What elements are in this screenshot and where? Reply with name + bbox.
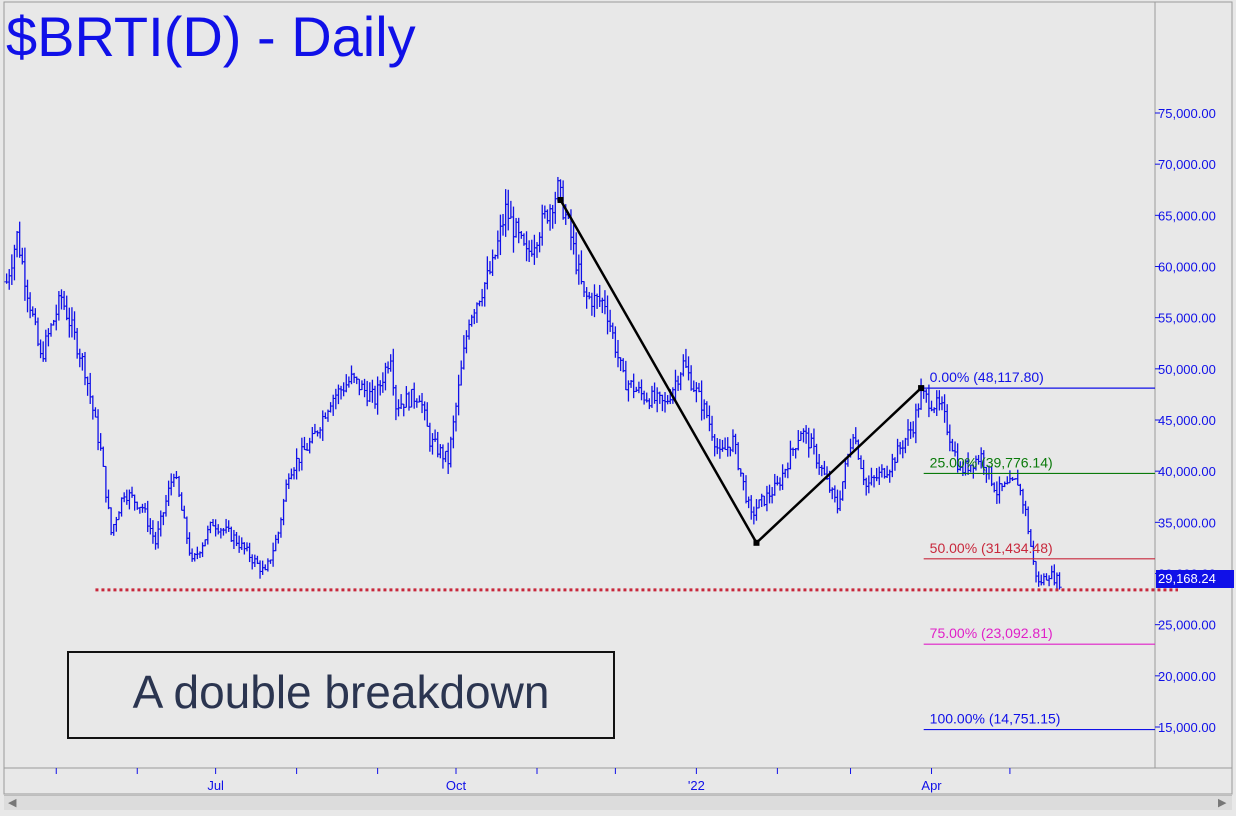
scroll-right-icon[interactable]: ▶ [1218, 797, 1227, 809]
pattern-pivot-marker [918, 385, 925, 392]
fib-level-label: 100.00% (14,751.15) [930, 711, 1061, 727]
annotation-text: A double breakdown [132, 666, 550, 718]
x-tick-label: '22 [688, 778, 705, 793]
fib-levels: 0.00% (48,117.80) 25.00% (39,776.14) 50.00… [923, 369, 1155, 731]
scroll-left-icon[interactable]: ◀ [8, 797, 17, 809]
fib-level-label: 0.00% (48,117.80) [930, 369, 1044, 385]
y-tick-label: 50,000.00 [1158, 362, 1216, 377]
y-tick-label: 75,000.00 [1158, 106, 1216, 121]
last-price-badge: 29,168.24 [1156, 570, 1234, 588]
annotation-box: A double breakdown [67, 651, 615, 739]
y-tick-label: 55,000.00 [1158, 311, 1216, 326]
y-tick-label: 25,000.00 [1158, 618, 1216, 633]
y-tick-label: 70,000.00 [1158, 157, 1216, 172]
y-tick-label: 15,000.00 [1158, 720, 1216, 735]
y-tick-label: 65,000.00 [1158, 208, 1216, 223]
y-tick-label: 20,000.00 [1158, 669, 1216, 684]
y-tick-label: 45,000.00 [1158, 413, 1216, 428]
pattern-leg [755, 387, 922, 544]
x-tick-label: Jul [207, 778, 224, 793]
fib-level-label: 75.00% (23,092.81) [930, 625, 1053, 641]
y-tick-label: 35,000.00 [1158, 515, 1216, 530]
x-tick-label: Apr [921, 778, 942, 793]
y-axis: 15,000.0020,000.0025,000.0030,000.0035,0… [1155, 106, 1216, 735]
fib-level-label: 25.00% (39,776.14) [930, 454, 1053, 470]
y-tick-label: 60,000.00 [1158, 260, 1216, 275]
y-tick-label: 40,000.00 [1158, 464, 1216, 479]
x-tick-label: Oct [446, 778, 467, 793]
horizontal-scrollbar[interactable]: ◀ ▶ [4, 795, 1232, 810]
abc-pattern [557, 196, 925, 546]
ohlc-bars [4, 176, 1062, 590]
chart-title: $BRTI(D) - Daily [6, 5, 416, 68]
pattern-pivot-marker [557, 196, 564, 203]
pattern-leg [559, 199, 758, 544]
x-axis: Jul Oct '22 Apr [55, 768, 1011, 793]
pattern-pivot-marker [753, 539, 760, 546]
fib-level-label: 50.00% (31,434.48) [930, 540, 1053, 556]
